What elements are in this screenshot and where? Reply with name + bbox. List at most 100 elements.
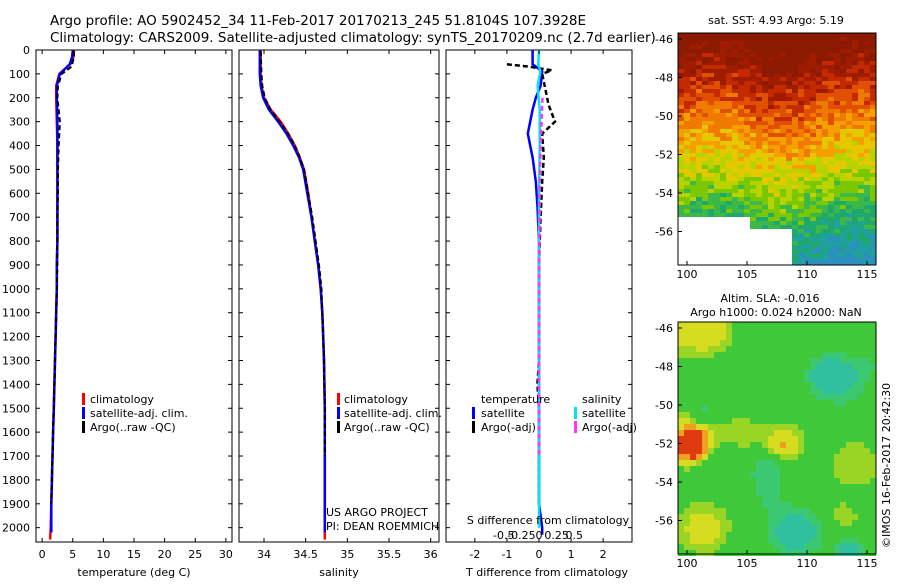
sla-cell bbox=[744, 364, 750, 370]
sst-cell bbox=[678, 193, 684, 197]
sst-cell bbox=[696, 81, 702, 85]
sla-cell bbox=[846, 466, 852, 472]
sla-cell bbox=[834, 382, 840, 388]
sst-cell bbox=[696, 173, 702, 177]
sst-cell bbox=[726, 153, 732, 157]
sla-cell bbox=[744, 430, 750, 436]
sla-cell bbox=[696, 388, 702, 394]
sst-cell bbox=[678, 189, 684, 193]
sla-cell bbox=[864, 376, 870, 382]
sla-cell bbox=[774, 364, 780, 370]
sst-cell bbox=[696, 129, 702, 133]
sst-cell bbox=[864, 101, 870, 105]
sst-cell bbox=[834, 217, 840, 221]
sst-cell bbox=[738, 77, 744, 81]
sla-cell bbox=[792, 442, 798, 448]
sla-cell bbox=[816, 472, 822, 478]
sst-cell bbox=[810, 253, 816, 257]
sst-cell bbox=[840, 249, 846, 253]
sla-cell bbox=[744, 328, 750, 334]
sst-cell bbox=[810, 65, 816, 69]
map-lat-label: -56 bbox=[655, 515, 673, 528]
sst-cell bbox=[822, 109, 828, 113]
sla-cell bbox=[816, 538, 822, 544]
sla-cell bbox=[720, 322, 726, 328]
sla-cell bbox=[756, 466, 762, 472]
sst-cell bbox=[828, 137, 834, 141]
sst-cell bbox=[834, 73, 840, 77]
sla-cell bbox=[834, 442, 840, 448]
sst-cell bbox=[720, 93, 726, 97]
sla-cell bbox=[774, 514, 780, 520]
sst-cell bbox=[870, 177, 876, 181]
sst-cell bbox=[852, 113, 858, 117]
sla-cell bbox=[684, 352, 690, 358]
sla-cell bbox=[684, 484, 690, 490]
sst-cell bbox=[720, 65, 726, 69]
sst-cell bbox=[762, 89, 768, 93]
sla-cell bbox=[840, 466, 846, 472]
sla-cell bbox=[678, 550, 684, 556]
sla-cell bbox=[684, 424, 690, 430]
sst-cell bbox=[840, 193, 846, 197]
sst-cell bbox=[726, 129, 732, 133]
x-tick-label: 34.5 bbox=[293, 548, 318, 561]
sst-cell bbox=[696, 121, 702, 125]
sst-cell bbox=[798, 197, 804, 201]
sla-cell bbox=[858, 382, 864, 388]
sst-cell bbox=[816, 213, 822, 217]
sla-cell bbox=[762, 430, 768, 436]
legend-swatch-climatology bbox=[82, 393, 85, 405]
sst-cell bbox=[792, 253, 798, 257]
sst-cell bbox=[816, 249, 822, 253]
sst-cell bbox=[864, 133, 870, 137]
sla-cell bbox=[750, 328, 756, 334]
sla-cell bbox=[762, 382, 768, 388]
sla-cell bbox=[822, 502, 828, 508]
sla-cell bbox=[846, 520, 852, 526]
sla-cell bbox=[768, 358, 774, 364]
sst-cell bbox=[696, 61, 702, 65]
sla-cell bbox=[810, 340, 816, 346]
sst-cell bbox=[858, 69, 864, 73]
sst-cell bbox=[714, 177, 720, 181]
sst-cell bbox=[726, 65, 732, 69]
sst-cell bbox=[870, 249, 876, 253]
sst-cell bbox=[744, 81, 750, 85]
sst-cell bbox=[750, 117, 756, 121]
sst-cell bbox=[816, 201, 822, 205]
sla-cell bbox=[702, 430, 708, 436]
sla-cell bbox=[774, 442, 780, 448]
sst-cell bbox=[714, 209, 720, 213]
sst-cell bbox=[828, 237, 834, 241]
sla-cell bbox=[810, 550, 816, 556]
sst-cell bbox=[798, 125, 804, 129]
sst-cell bbox=[678, 105, 684, 109]
sst-cell bbox=[864, 53, 870, 57]
sla-cell bbox=[762, 322, 768, 328]
sla-cell bbox=[678, 520, 684, 526]
sla-cell bbox=[708, 472, 714, 478]
sla-cell bbox=[822, 496, 828, 502]
sst-cell bbox=[762, 53, 768, 57]
sst-cell bbox=[762, 213, 768, 217]
sst-cell bbox=[684, 109, 690, 113]
sla-cell bbox=[756, 430, 762, 436]
sla-cell bbox=[858, 406, 864, 412]
sla-cell bbox=[816, 322, 822, 328]
sla-cell bbox=[696, 532, 702, 538]
sla-cell bbox=[786, 496, 792, 502]
sla-cell bbox=[822, 412, 828, 418]
sst-cell bbox=[786, 177, 792, 181]
sst-cell bbox=[864, 45, 870, 49]
sst-cell bbox=[774, 181, 780, 185]
sst-cell bbox=[684, 77, 690, 81]
sst-cell bbox=[798, 109, 804, 113]
sst-cell bbox=[678, 149, 684, 153]
sla-cell bbox=[780, 538, 786, 544]
sst-cell bbox=[828, 81, 834, 85]
sst-cell bbox=[774, 129, 780, 133]
sla-cell bbox=[708, 550, 714, 556]
sla-cell bbox=[774, 388, 780, 394]
sst-cell bbox=[846, 121, 852, 125]
